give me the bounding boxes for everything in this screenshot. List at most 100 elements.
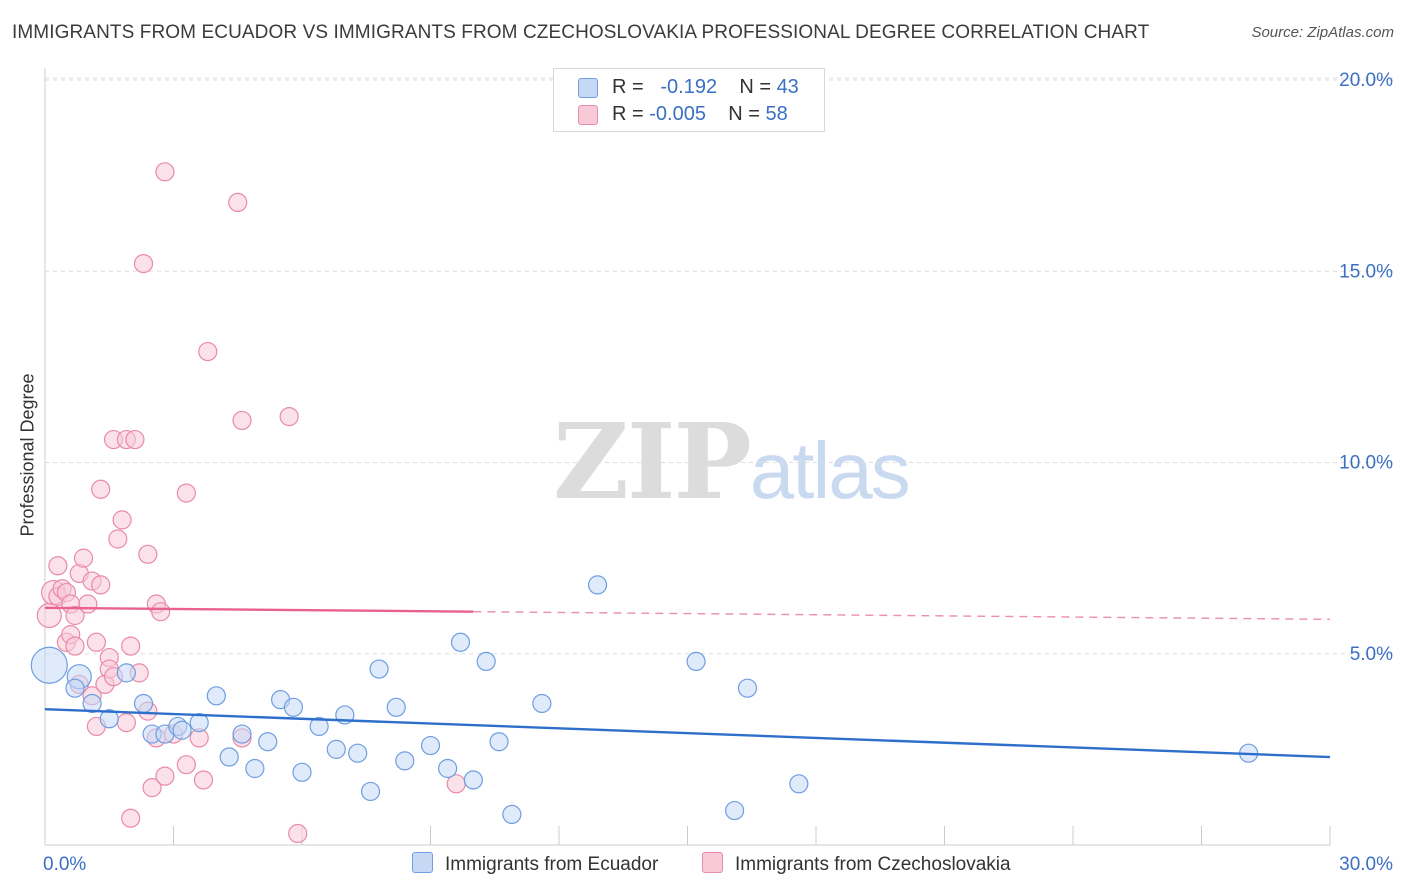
czech-point	[65, 605, 85, 626]
y-tick-label: 20.0%	[1339, 70, 1393, 91]
czech-point	[155, 766, 175, 786]
ecuador-point	[587, 575, 608, 595]
ecuador-point	[532, 693, 552, 714]
ecuador-point	[245, 758, 265, 779]
ecuador-point	[258, 732, 278, 752]
ecuador-point	[82, 693, 102, 714]
watermark: ZIPatlas	[553, 400, 911, 523]
ecuador-point	[725, 800, 745, 821]
legend-n-label: N =	[739, 76, 771, 98]
trend-lines	[44, 606, 1331, 759]
czech-point	[288, 823, 308, 844]
ecuador-point	[309, 716, 329, 737]
legend-swatch-ecuador	[578, 78, 598, 98]
legend-swatch-czech	[578, 105, 598, 125]
ecuador-point	[65, 678, 85, 698]
czech-point	[121, 808, 141, 828]
legend-r-label: R =	[612, 76, 644, 98]
czech-point	[48, 556, 68, 576]
ecuador-point	[116, 663, 136, 683]
series-label-ecuador: Immigrants from Ecuador	[445, 854, 659, 875]
czech-points	[36, 162, 466, 844]
czech-point	[193, 770, 214, 790]
czech-point	[151, 602, 171, 622]
czech-point	[279, 407, 299, 427]
ecuador-point	[438, 758, 458, 779]
ecuador-point	[99, 709, 119, 729]
ecuador-point	[326, 739, 346, 759]
czech-point	[198, 341, 218, 362]
legend-r-label: R =	[612, 103, 644, 125]
czech-point	[78, 594, 98, 614]
legend-n-value-czech: 58	[765, 103, 788, 125]
ecuador-point	[206, 686, 226, 706]
x-tick-label-max: 30.0%	[1339, 854, 1393, 875]
tick-labels: 5.0% 10.0% 15.0% 20.0% 0.0% 30.0%	[43, 70, 1393, 875]
ecuador-point	[463, 770, 483, 790]
czech-trend-line-dashed	[473, 610, 1331, 621]
chart-title: IMMIGRANTS FROM ECUADOR VS IMMIGRANTS FR…	[12, 22, 1150, 43]
czech-point	[176, 483, 196, 503]
czech-point	[232, 410, 252, 431]
czech-point	[108, 529, 128, 549]
ecuador-point	[283, 697, 304, 717]
series-swatch-czech	[702, 852, 723, 873]
correlation-legend: R = -0.192 N = 43 R = -0.005 N = 58	[553, 68, 825, 132]
series-label-czech: Immigrants from Czechoslovakia	[735, 854, 1011, 875]
czech-point	[91, 479, 111, 499]
czech-point	[176, 755, 196, 775]
ecuador-point	[219, 747, 239, 767]
y-tick-label: 10.0%	[1339, 453, 1393, 474]
legend-r-value-czech: -0.005	[649, 103, 706, 125]
watermark-zip: ZIP	[553, 400, 752, 523]
y-tick-label: 15.0%	[1339, 261, 1393, 282]
czech-point	[133, 254, 154, 274]
series-swatch-ecuador	[412, 852, 433, 873]
ecuador-point	[133, 693, 154, 714]
czech-point	[142, 778, 162, 798]
ecuador-point	[360, 781, 381, 802]
czech-point	[121, 636, 141, 656]
czech-point	[228, 192, 248, 212]
czech-point	[86, 632, 107, 652]
ecuador-point	[789, 774, 809, 794]
gridlines	[45, 77, 1395, 655]
ecuador-point	[395, 751, 415, 771]
ecuador-point	[292, 762, 312, 782]
watermark-atlas: atlas	[749, 426, 911, 515]
ecuador-point	[476, 651, 496, 672]
czech-trend-line-solid	[44, 606, 474, 613]
ecuador-point	[489, 732, 509, 752]
ecuador-point	[172, 720, 192, 740]
czech-point	[73, 548, 94, 568]
ecuador-point	[30, 646, 68, 684]
ecuador-point	[737, 678, 758, 698]
ecuador-point	[386, 697, 406, 717]
czech-point	[125, 429, 145, 450]
legend-n-label: N =	[728, 103, 760, 125]
series-legend-ecuador: Immigrants from Ecuador	[412, 852, 658, 876]
ecuador-point	[502, 804, 522, 825]
czech-point	[91, 575, 111, 595]
ecuador-point	[189, 712, 209, 733]
czech-point	[116, 712, 136, 733]
source-credit: Source: ZipAtlas.com	[1251, 24, 1394, 41]
y-tick-label: 5.0%	[1350, 644, 1393, 665]
legend-r-value-ecuador: -0.192	[660, 76, 718, 98]
czech-point	[65, 636, 85, 656]
ecuador-point	[686, 651, 706, 672]
ecuador-trend-line-solid	[44, 708, 1331, 759]
ecuador-point	[450, 632, 471, 652]
x-tick-label-min: 0.0%	[43, 854, 86, 875]
ecuador-point	[348, 743, 368, 763]
ecuador-points	[30, 575, 1259, 825]
ecuador-point	[420, 735, 441, 756]
czech-point	[138, 544, 158, 564]
ecuador-point	[369, 659, 389, 679]
czech-point	[112, 510, 132, 530]
legend-n-value-ecuador: 43	[776, 76, 799, 98]
ecuador-point	[232, 724, 252, 744]
series-legend-czech: Immigrants from Czechoslovakia	[702, 852, 1011, 876]
czech-point	[155, 162, 175, 182]
